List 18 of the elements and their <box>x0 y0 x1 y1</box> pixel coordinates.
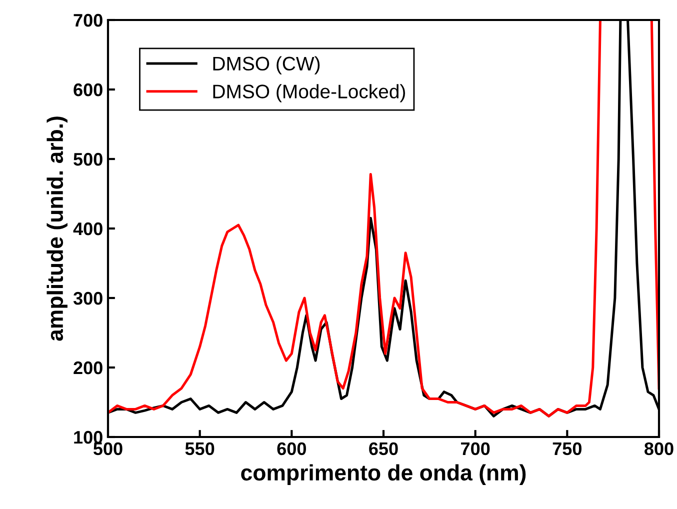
y-tick-label: 500 <box>74 152 102 166</box>
y-tick-label: 300 <box>73 292 102 305</box>
legend-label: DMSO (CW) <box>213 56 320 74</box>
x-axis-title: comprimento de onda (nm) <box>241 464 526 485</box>
y-tick-label: 400 <box>73 222 102 236</box>
y-axis-title: amplitude (unid. arb.) <box>46 116 68 341</box>
x-tick-label: 550 <box>185 442 214 456</box>
x-tick-label: 800 <box>644 442 674 456</box>
x-tick-label: 600 <box>277 442 306 456</box>
y-tick-label: 100 <box>74 430 102 444</box>
y-tick-label: 200 <box>74 361 102 374</box>
x-tick-label: 500 <box>93 442 122 456</box>
y-tick-label: 700 <box>74 14 102 27</box>
x-tick-label: 750 <box>552 442 582 456</box>
legend-label: DMSO (Mode-Locked) <box>213 84 405 102</box>
x-tick-label: 700 <box>461 442 490 456</box>
y-tick-label: 600 <box>74 83 102 96</box>
x-tick-label: 650 <box>369 442 398 456</box>
